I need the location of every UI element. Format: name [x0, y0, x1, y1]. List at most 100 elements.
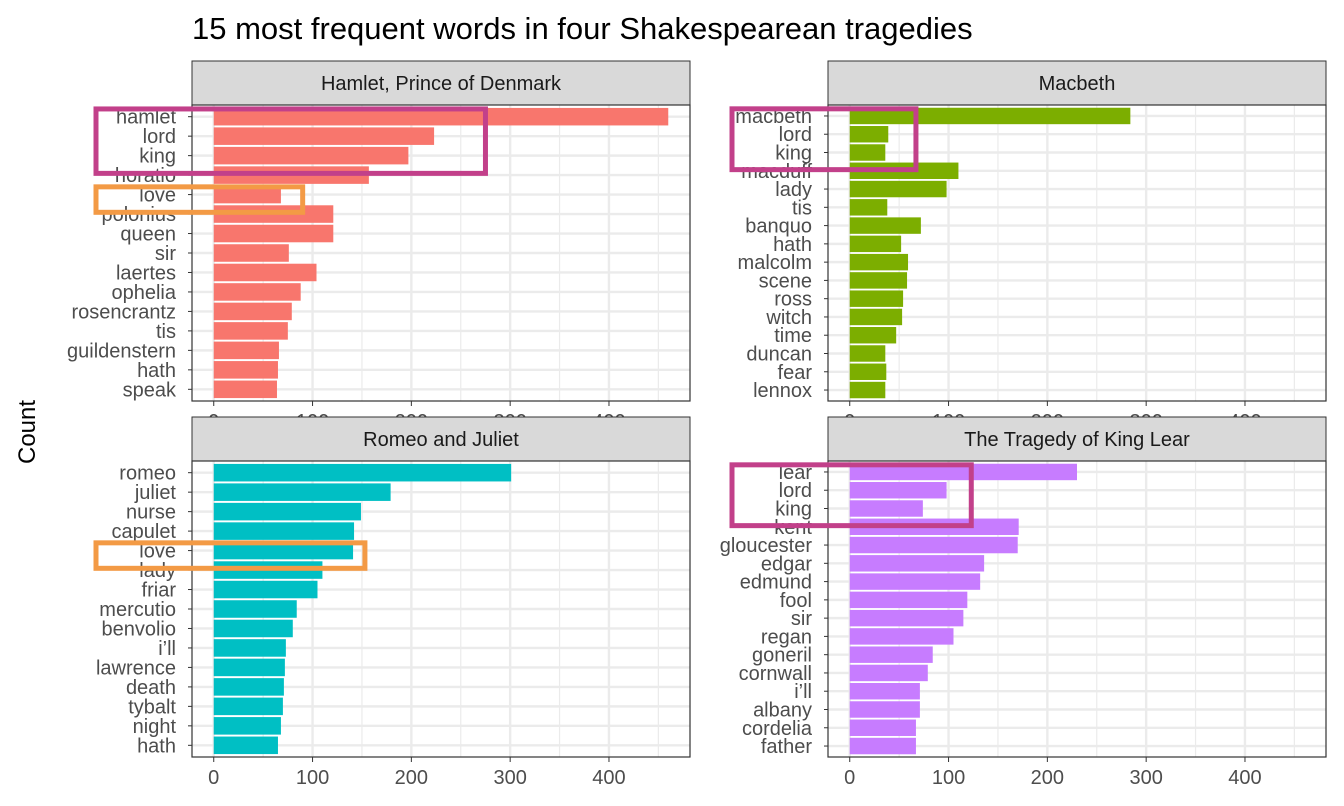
x-tick-label: 100	[932, 767, 965, 789]
bar-gloucester	[849, 536, 1018, 554]
panel-1: Macbethmacbethlordkingmacduffladytisbanq…	[729, 60, 1327, 433]
panel-strip-label: Romeo and Juliet	[363, 429, 519, 451]
y-tick-label: speak	[123, 379, 177, 401]
y-tick-label: love	[139, 541, 176, 563]
y-tick-label: macbeth	[735, 106, 812, 128]
x-tick-label: 300	[493, 767, 526, 789]
x-tick-label: 200	[395, 767, 428, 789]
bar-lord	[849, 126, 889, 143]
bar-cornwall	[849, 664, 928, 682]
y-tick-label: night	[133, 716, 177, 738]
y-tick-label: lennox	[753, 380, 812, 402]
panel-2: Romeo and Julietromeojulietnursecapuletl…	[93, 416, 691, 789]
y-tick-label: hath	[137, 360, 176, 382]
y-tick-label: duncan	[746, 343, 812, 365]
y-tick-label: lord	[779, 480, 812, 502]
y-tick-label: tybalt	[128, 696, 176, 718]
y-tick-label: friar	[142, 580, 177, 602]
bar-fool	[849, 591, 968, 609]
panel-0: Hamlet, Prince of Denmarkhamletlordkingh…	[67, 60, 691, 433]
y-tick-label: rosencrantz	[72, 301, 177, 323]
y-tick-label: i’ll	[794, 681, 812, 703]
bar-tis	[849, 199, 888, 216]
panel-border	[827, 104, 1327, 402]
y-tick-label: hamlet	[116, 107, 176, 129]
bar-lord	[849, 482, 947, 499]
y-tick-label: ross	[774, 289, 812, 311]
bar-i’ll	[213, 639, 286, 657]
y-tick-label: malcolm	[738, 252, 812, 274]
bar-father	[849, 737, 916, 755]
y-tick-label: cordelia	[742, 718, 813, 740]
highlight-box-magenta	[729, 106, 919, 173]
y-tick-label: death	[126, 677, 176, 699]
bar-love	[213, 185, 281, 204]
bar-romeo	[213, 463, 512, 482]
bar-nurse	[213, 502, 361, 521]
y-tick-label: time	[774, 325, 812, 347]
x-tick-label: 0	[844, 767, 855, 789]
y-tick-label: hath	[137, 735, 176, 757]
highlight-box-magenta	[729, 462, 974, 529]
bar-malcolm	[849, 253, 909, 271]
y-tick-label: sir	[155, 243, 176, 265]
y-tick-label: king	[775, 143, 812, 165]
panel-strip	[191, 416, 691, 462]
y-tick-label: nurse	[126, 502, 176, 524]
bar-mercutio	[213, 600, 297, 618]
panels: Hamlet, Prince of Denmarkhamletlordkingh…	[67, 60, 1327, 789]
bar-benvolio	[213, 619, 293, 638]
y-tick-label: capulet	[112, 521, 177, 543]
bar-duncan	[849, 345, 886, 362]
highlight-box-orange	[93, 184, 306, 215]
bar-hath	[849, 235, 902, 253]
y-tick-label: fool	[780, 590, 812, 612]
y-tick-label: albany	[753, 699, 812, 721]
y-tick-label: goneril	[752, 645, 812, 667]
y-tick-label: hath	[773, 234, 812, 256]
y-tick-label: tis	[792, 197, 812, 219]
bar-friar	[213, 580, 318, 599]
panel-border	[827, 460, 1327, 758]
y-tick-label: king	[775, 499, 812, 521]
x-tick-label: 400	[592, 767, 625, 789]
y-tick-label: tis	[156, 321, 176, 343]
bar-albany	[849, 701, 920, 718]
bar-regan	[849, 628, 954, 645]
panel-strip-label: Hamlet, Prince of Denmark	[321, 73, 562, 95]
bar-death	[213, 678, 284, 696]
bar-capulet	[213, 522, 355, 540]
bar-hath	[213, 736, 278, 755]
bar-witch	[849, 308, 903, 326]
y-tick-label: juliet	[134, 482, 177, 504]
bar-i’ll	[849, 683, 920, 700]
bar-banquo	[849, 217, 921, 234]
y-tick-label: sir	[791, 608, 812, 630]
bar-rosencrantz	[213, 302, 292, 321]
bar-king	[849, 144, 886, 161]
bar-hamlet	[213, 107, 669, 126]
panel-3: The Tragedy of King Learlearlordkingkent…	[720, 416, 1327, 789]
y-axis-label: Count	[14, 400, 41, 464]
bar-speak	[213, 380, 277, 399]
y-tick-label: lawrence	[96, 657, 176, 679]
y-tick-label: laertes	[116, 262, 176, 284]
y-tick-label: lear	[779, 462, 813, 484]
y-tick-label: king	[139, 146, 176, 168]
bar-ophelia	[213, 283, 301, 301]
x-tick-label: 200	[1031, 767, 1064, 789]
y-tick-label: romeo	[119, 463, 176, 485]
bar-laertes	[213, 263, 317, 282]
x-tick-label: 400	[1228, 767, 1261, 789]
y-tick-label: lord	[779, 124, 812, 146]
y-tick-label: regan	[761, 626, 812, 648]
bar-love	[213, 541, 354, 560]
y-tick-label: scene	[759, 270, 812, 292]
panel-strip-label: Macbeth	[1039, 73, 1116, 95]
y-tick-label: mercutio	[99, 599, 176, 621]
y-tick-label: horatio	[115, 165, 176, 187]
y-tick-label: edgar	[761, 553, 812, 575]
bar-edmund	[849, 573, 981, 590]
y-tick-label: fear	[778, 362, 813, 384]
bar-king	[213, 146, 409, 165]
